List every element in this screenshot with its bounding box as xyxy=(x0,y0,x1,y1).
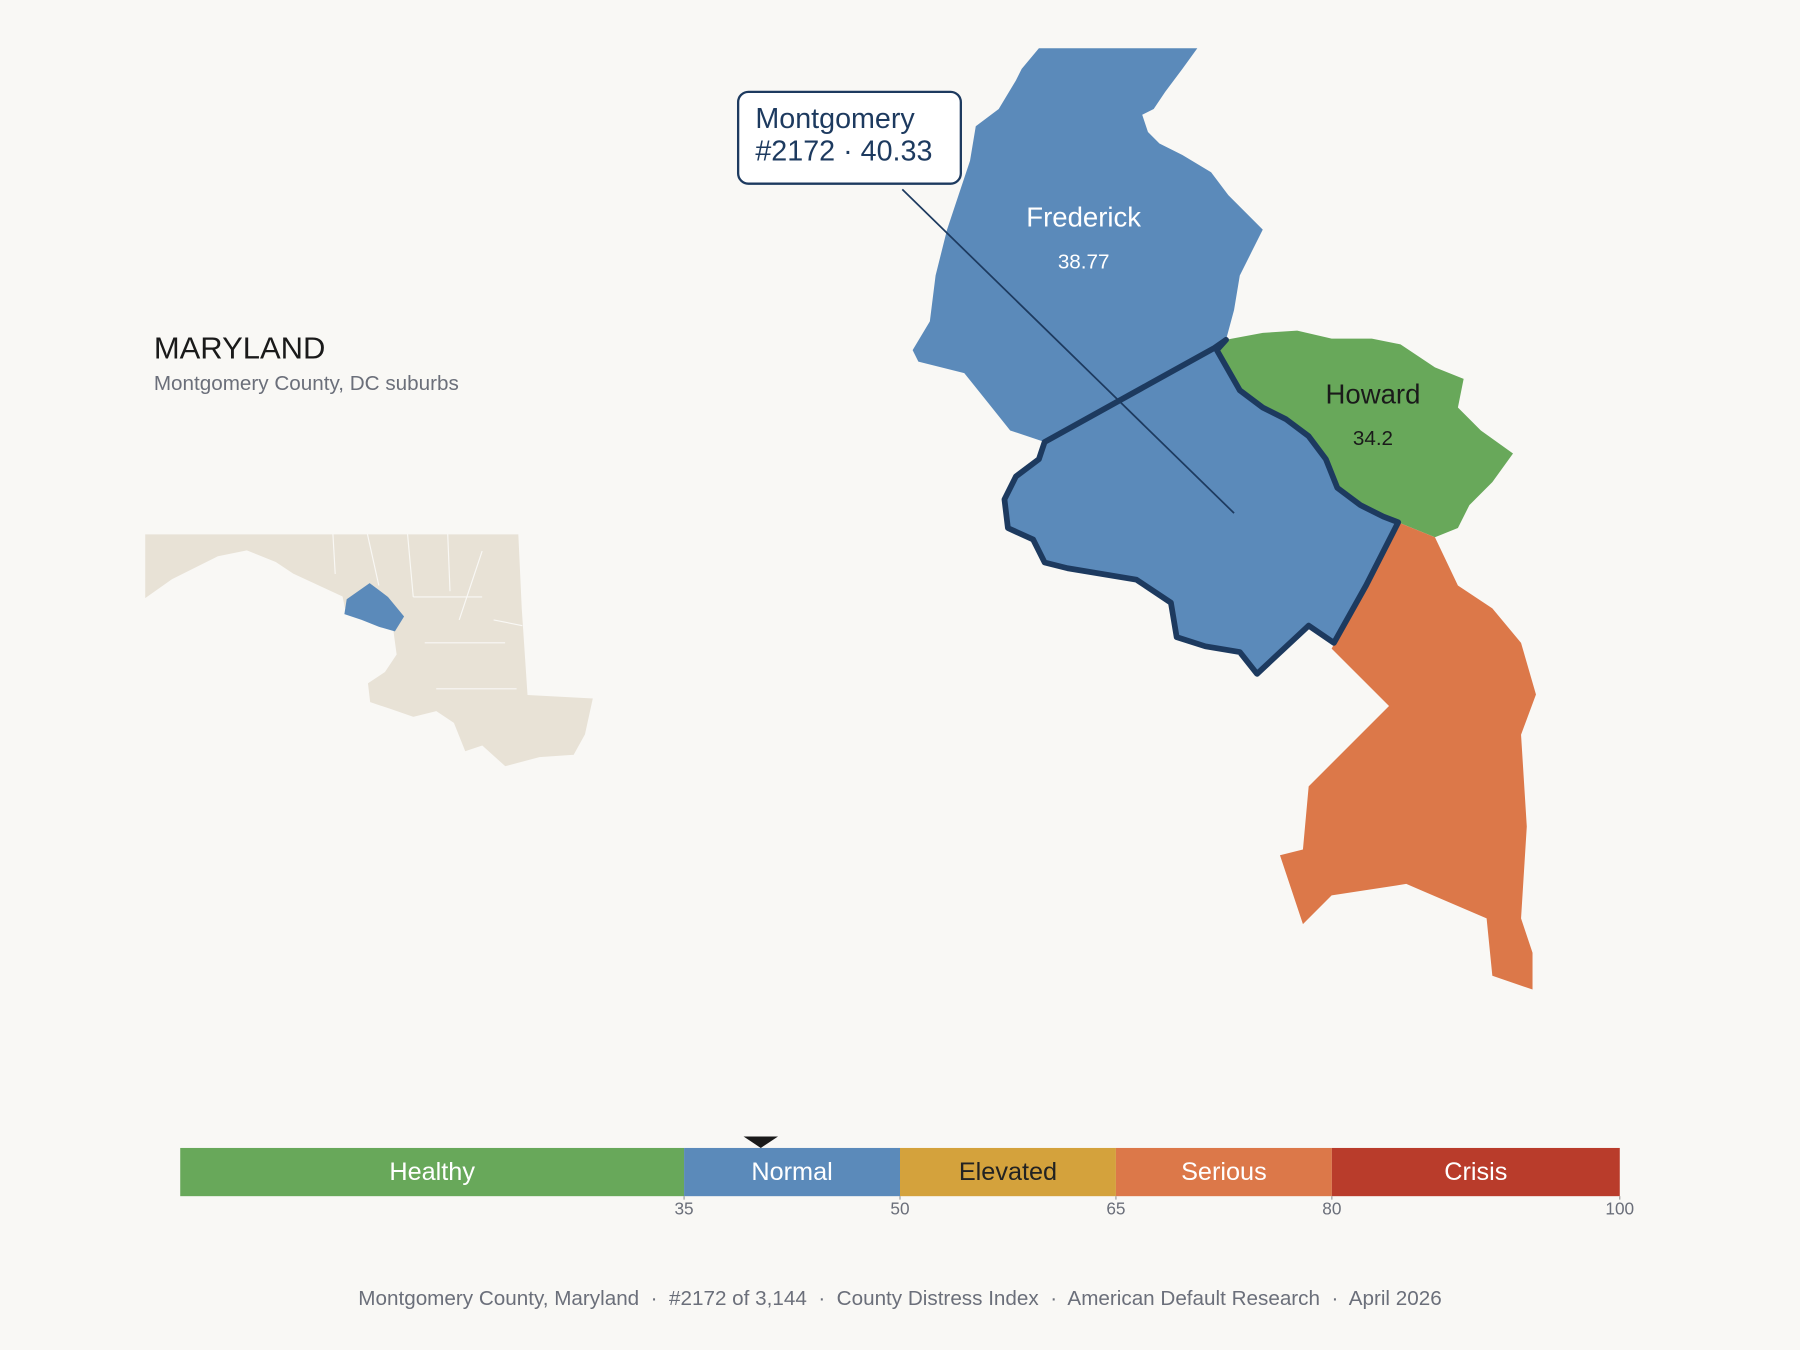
region-name: Frederick xyxy=(1026,202,1141,233)
regions xyxy=(912,48,1536,990)
scale-segment xyxy=(900,1147,1116,1197)
state-inset xyxy=(144,533,595,768)
callout-box xyxy=(736,90,962,185)
tick-label: 50 xyxy=(890,1198,909,1218)
region-frederick xyxy=(912,48,1263,442)
county-borders xyxy=(332,533,523,690)
region-name: Howard xyxy=(1325,378,1420,409)
region-howard xyxy=(1216,330,1514,538)
callout-leader xyxy=(901,188,1235,514)
score-marker xyxy=(743,1136,779,1148)
callout-detail: #2172 · 40.33 xyxy=(755,135,932,167)
region-prince-georges xyxy=(1279,522,1536,990)
segment-label: Healthy xyxy=(389,1158,475,1186)
distress-scale: Healthy Normal Elevated Serious Crisis 35 50 65… xyxy=(180,1136,1634,1218)
tick-label: 80 xyxy=(1322,1198,1341,1218)
region-montgomery xyxy=(1001,336,1402,677)
scale-segment xyxy=(1115,1147,1332,1197)
callout-title: Montgomery xyxy=(755,103,915,135)
state-shape xyxy=(144,533,595,768)
inset-highlight xyxy=(344,583,405,632)
scale-segment xyxy=(1331,1147,1620,1197)
scale-segment xyxy=(180,1147,685,1197)
tick-label: 65 xyxy=(1106,1198,1125,1218)
footer: Montgomery County, Maryland · #2172 of 3… xyxy=(358,1287,1441,1310)
subtitle: Montgomery County, DC suburbs xyxy=(154,372,459,395)
segment-label: Normal xyxy=(751,1158,832,1186)
segment-label: Crisis xyxy=(1444,1158,1507,1186)
state-title: MARYLAND xyxy=(154,330,326,365)
segment-label: Serious xyxy=(1181,1158,1267,1186)
region-value: 38.77 xyxy=(1058,250,1110,273)
tick-label: 100 xyxy=(1605,1198,1634,1218)
region-value: 34.2 xyxy=(1353,427,1393,450)
segment-label: Elevated xyxy=(959,1158,1057,1186)
tick-label: 35 xyxy=(674,1198,693,1218)
scale-segment xyxy=(684,1147,900,1197)
